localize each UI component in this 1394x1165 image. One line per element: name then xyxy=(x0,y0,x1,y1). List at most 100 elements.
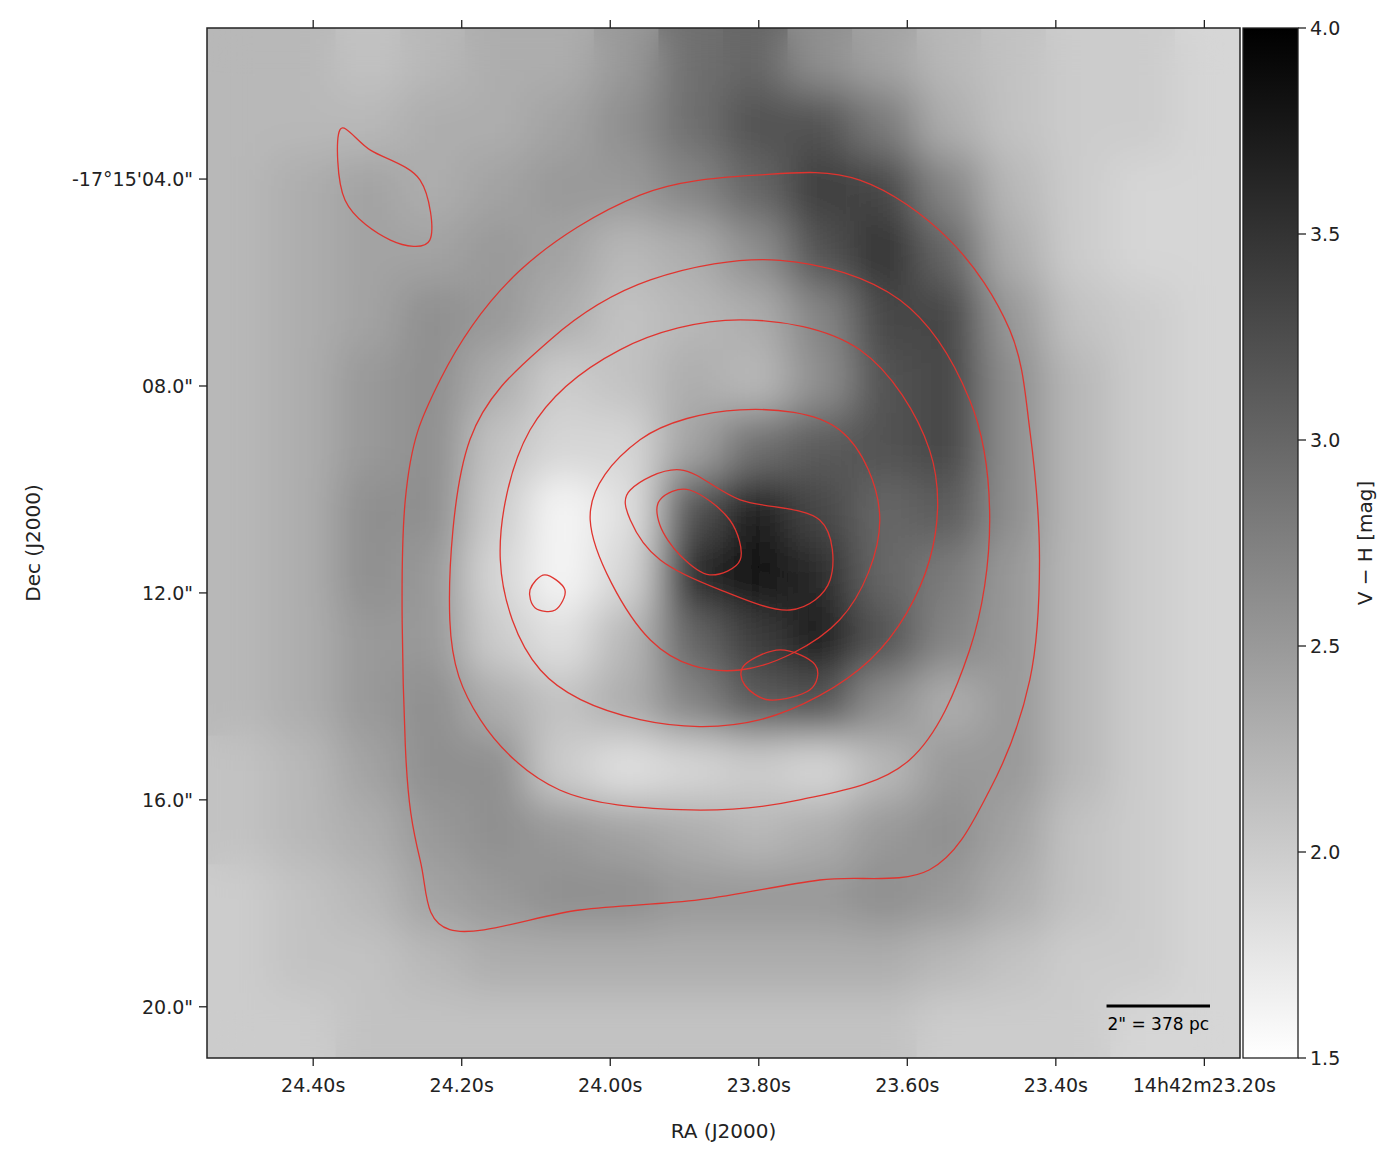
image-cell xyxy=(917,543,983,608)
image-cell xyxy=(917,28,983,93)
contour xyxy=(741,650,818,700)
image-cell xyxy=(723,993,789,1058)
image-cell xyxy=(658,156,724,221)
image-cell xyxy=(336,349,402,414)
image-cell xyxy=(917,993,983,1058)
image-cell xyxy=(594,864,660,929)
colorbar-tick xyxy=(1298,439,1306,440)
image-cell xyxy=(207,156,272,221)
image-cell xyxy=(981,800,1047,865)
image-cell xyxy=(400,28,466,93)
image-cell xyxy=(400,736,466,801)
image-cell xyxy=(465,285,531,350)
image-cell xyxy=(981,414,1047,479)
image-cell xyxy=(1046,28,1112,93)
image-cell xyxy=(594,929,660,994)
image-cell xyxy=(788,800,854,865)
image-cell xyxy=(788,156,854,221)
image-cell xyxy=(400,671,466,736)
image-cell xyxy=(852,285,918,350)
image-cell xyxy=(336,864,402,929)
image-cell xyxy=(336,864,402,929)
image-cell xyxy=(529,993,595,1058)
x-tick-label: 24.20s xyxy=(430,1074,494,1096)
image-cell xyxy=(658,349,724,414)
image-cell xyxy=(400,156,466,221)
image-cell xyxy=(336,671,402,736)
image-cell xyxy=(852,993,918,1058)
image-cell xyxy=(336,607,402,672)
image-cell xyxy=(1110,92,1176,157)
image-cell xyxy=(1175,92,1240,157)
image-cell xyxy=(1046,864,1112,929)
image-cell xyxy=(981,543,1047,608)
image-cell xyxy=(981,92,1047,157)
y-tick-label: 16.0" xyxy=(142,789,193,811)
image-cell xyxy=(1046,221,1112,286)
image-cell xyxy=(400,414,466,479)
image-cell xyxy=(207,800,272,865)
image-cell xyxy=(1175,478,1240,543)
image-cell xyxy=(658,607,724,672)
image-cell xyxy=(723,156,789,221)
image-cell xyxy=(1110,543,1176,608)
image-cell xyxy=(1110,414,1176,479)
image-cell xyxy=(981,607,1047,672)
image-cell xyxy=(207,285,272,350)
image-cell xyxy=(1110,221,1176,286)
image-cell xyxy=(465,221,531,286)
image-cell xyxy=(852,414,918,479)
image-cell xyxy=(1175,671,1240,736)
image-cell xyxy=(723,478,789,543)
y-tick-label: 08.0" xyxy=(142,375,193,397)
image-cell xyxy=(400,92,466,157)
image-cell xyxy=(465,92,531,157)
image-cell xyxy=(981,736,1047,801)
image-cell xyxy=(207,864,272,929)
image-cell xyxy=(788,28,854,93)
x-tick xyxy=(907,1058,908,1066)
image-cell xyxy=(1175,671,1240,736)
image-cell xyxy=(336,543,402,608)
image-cell xyxy=(658,92,724,157)
image-cell xyxy=(1175,156,1240,221)
x-tick-top xyxy=(907,20,908,28)
image-cell xyxy=(788,92,854,157)
x-tick xyxy=(1204,1058,1205,1066)
x-tick xyxy=(1055,1058,1056,1066)
image-cell xyxy=(852,221,918,286)
image-cell xyxy=(788,414,854,479)
y-tick xyxy=(199,385,207,386)
image-cell xyxy=(529,478,595,543)
image-cell xyxy=(336,736,402,801)
image-cell xyxy=(207,285,272,350)
image-cell xyxy=(336,993,402,1058)
y-tick-label: -17°15'04.0" xyxy=(72,168,193,190)
image-cell xyxy=(1046,864,1112,929)
image-cell xyxy=(529,349,595,414)
image-cell xyxy=(207,671,272,736)
image-cell xyxy=(594,221,660,286)
image-cell xyxy=(723,671,789,736)
image-cell xyxy=(207,993,272,1058)
y-tick-label: 20.0" xyxy=(142,996,193,1018)
image-cell xyxy=(400,543,466,608)
colorbar xyxy=(1243,28,1298,1058)
image-cell xyxy=(1110,414,1176,479)
image-cell xyxy=(1175,156,1240,221)
image-cell xyxy=(336,671,402,736)
image-cell xyxy=(981,929,1047,994)
image-cell xyxy=(1110,800,1176,865)
y-tick xyxy=(199,178,207,179)
image-cell xyxy=(917,156,983,221)
image-cell xyxy=(1110,929,1176,994)
colorbar-title: V − H [mag] xyxy=(1353,481,1377,606)
image-cell xyxy=(852,864,918,929)
image-cell xyxy=(271,543,337,608)
x-tick-top xyxy=(758,20,759,28)
image-cell xyxy=(336,92,402,157)
image-cell xyxy=(465,543,531,608)
image-cell xyxy=(529,92,595,157)
image-cell xyxy=(917,285,983,350)
image-cell xyxy=(529,864,595,929)
